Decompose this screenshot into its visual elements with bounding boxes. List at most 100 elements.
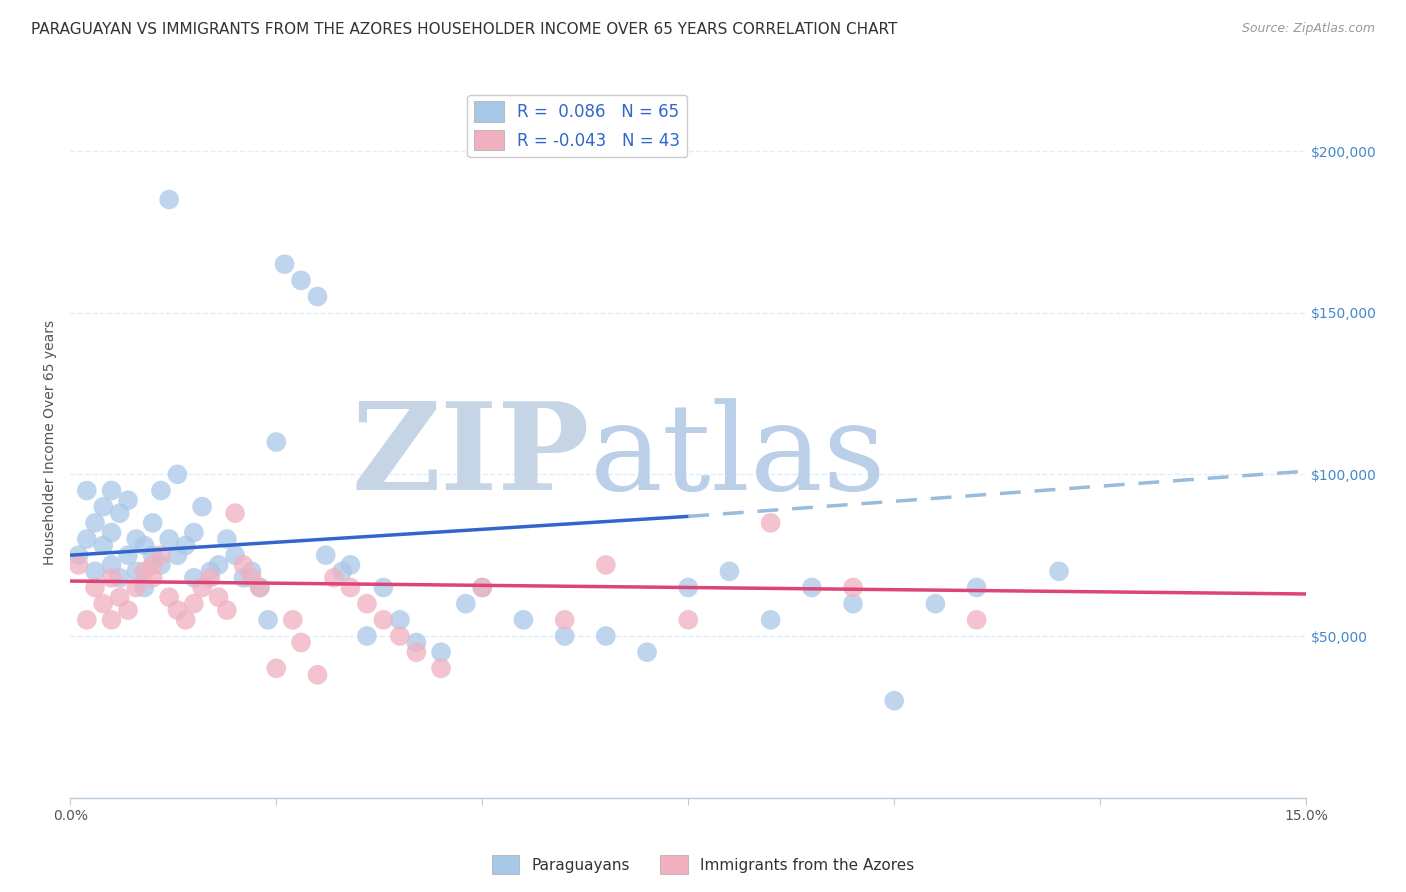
Point <box>67 548 90 562</box>
Point <box>232 571 254 585</box>
Point <box>232 558 254 572</box>
Point <box>388 613 411 627</box>
Point <box>240 571 263 585</box>
Point <box>430 645 453 659</box>
Point <box>84 565 107 579</box>
Point <box>100 613 122 627</box>
Point <box>759 613 782 627</box>
Point <box>554 613 576 627</box>
Point <box>183 571 205 585</box>
Point <box>67 558 90 572</box>
Point <box>108 571 131 585</box>
Point <box>100 483 122 498</box>
Point <box>595 558 617 572</box>
Point <box>149 548 172 562</box>
Point <box>91 597 114 611</box>
Point <box>249 581 271 595</box>
Point <box>339 581 361 595</box>
Point <box>883 694 905 708</box>
Point <box>215 532 238 546</box>
Point <box>307 668 329 682</box>
Point <box>134 565 156 579</box>
Point <box>157 193 180 207</box>
Point <box>595 629 617 643</box>
Point <box>471 581 494 595</box>
Point <box>373 581 395 595</box>
Point <box>430 661 453 675</box>
Point <box>323 571 346 585</box>
Point <box>91 500 114 514</box>
Point <box>100 558 122 572</box>
Point <box>405 635 427 649</box>
Y-axis label: Householder Income Over 65 years: Householder Income Over 65 years <box>44 319 58 565</box>
Text: Source: ZipAtlas.com: Source: ZipAtlas.com <box>1241 22 1375 36</box>
Point <box>315 548 337 562</box>
Point <box>142 516 165 530</box>
Point <box>191 500 214 514</box>
Point <box>273 257 295 271</box>
Point <box>166 467 188 482</box>
Point <box>678 613 700 627</box>
Point <box>191 581 214 595</box>
Point <box>142 558 165 572</box>
Point <box>157 532 180 546</box>
Point <box>134 581 156 595</box>
Point <box>966 581 988 595</box>
Text: ZIP: ZIP <box>352 397 589 516</box>
Point <box>240 565 263 579</box>
Point <box>842 581 865 595</box>
Point <box>149 483 172 498</box>
Point <box>117 493 139 508</box>
Text: atlas: atlas <box>589 398 886 515</box>
Point <box>125 532 148 546</box>
Point <box>149 558 172 572</box>
Point <box>405 645 427 659</box>
Point <box>266 435 288 450</box>
Point <box>125 565 148 579</box>
Point <box>134 539 156 553</box>
Point <box>718 565 741 579</box>
Point <box>91 539 114 553</box>
Point <box>554 629 576 643</box>
Point <box>84 581 107 595</box>
Point <box>290 635 312 649</box>
Point <box>108 506 131 520</box>
Point <box>471 581 494 595</box>
Point <box>200 565 222 579</box>
Point <box>678 581 700 595</box>
Point <box>257 613 280 627</box>
Point <box>76 483 98 498</box>
Point <box>100 525 122 540</box>
Point <box>174 613 197 627</box>
Point <box>454 597 477 611</box>
Point <box>759 516 782 530</box>
Point <box>281 613 304 627</box>
Point <box>76 613 98 627</box>
Point <box>339 558 361 572</box>
Legend: R =  0.086   N = 65, R = -0.043   N = 43: R = 0.086 N = 65, R = -0.043 N = 43 <box>467 95 688 157</box>
Point <box>174 539 197 553</box>
Point <box>512 613 534 627</box>
Point <box>117 548 139 562</box>
Point <box>307 289 329 303</box>
Point <box>356 597 378 611</box>
Point <box>1047 565 1070 579</box>
Point <box>330 565 353 579</box>
Point <box>76 532 98 546</box>
Point <box>215 603 238 617</box>
Point <box>373 613 395 627</box>
Point <box>200 571 222 585</box>
Point <box>117 603 139 617</box>
Point <box>166 603 188 617</box>
Point <box>924 597 946 611</box>
Point <box>207 591 229 605</box>
Point <box>966 613 988 627</box>
Point <box>84 516 107 530</box>
Point <box>290 273 312 287</box>
Point <box>224 506 246 520</box>
Point <box>108 591 131 605</box>
Point <box>266 661 288 675</box>
Point <box>207 558 229 572</box>
Point <box>249 581 271 595</box>
Point <box>636 645 658 659</box>
